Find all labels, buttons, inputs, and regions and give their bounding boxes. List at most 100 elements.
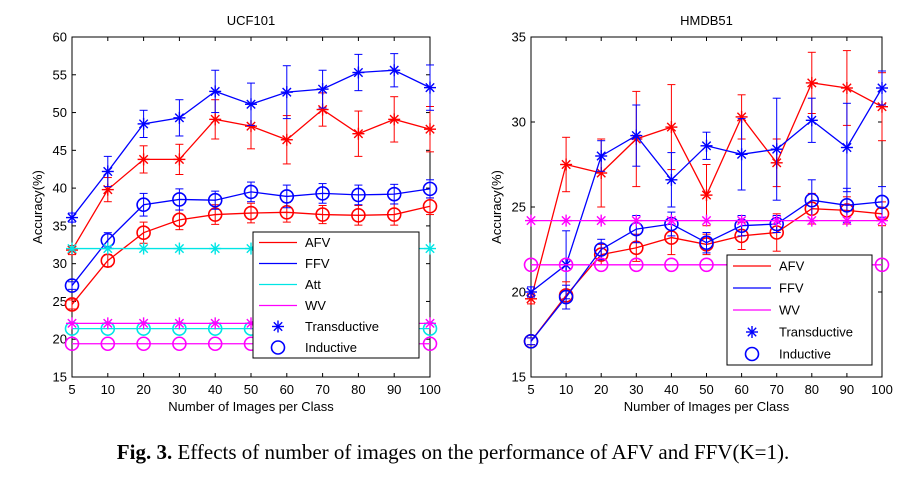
y-tick-label: 20: [53, 332, 67, 347]
data-point-circle: [699, 235, 714, 250]
data-point-star: [630, 129, 643, 142]
series-ffv-star: [66, 53, 436, 224]
y-axis-label: Accuracy(%): [489, 170, 504, 244]
data-point-star: [137, 242, 150, 255]
data-point-star: [137, 317, 150, 330]
data-point-circle: [136, 225, 151, 240]
x-tick-label: 90: [387, 382, 401, 397]
x-tick-label: 10: [101, 382, 115, 397]
caption-label: Fig. 3.: [116, 440, 173, 464]
data-point-star: [700, 139, 713, 152]
data-point-star: [424, 317, 436, 330]
data-point-star: [735, 148, 748, 161]
error-bar: [562, 284, 571, 310]
data-point-star: [173, 242, 186, 255]
data-point-star: [876, 82, 888, 94]
y-tick-label: 40: [53, 181, 67, 196]
data-point-circle: [351, 208, 366, 223]
legend-box: [252, 231, 420, 359]
data-point-star: [525, 286, 537, 298]
data-point-circle: [422, 181, 438, 197]
chart-title: UCF101: [227, 13, 275, 28]
data-point-star: [630, 214, 643, 227]
x-tick-label: 100: [871, 382, 893, 397]
x-axis-label: Number of Images per Class: [624, 399, 790, 414]
data-point-star: [66, 211, 78, 224]
x-tick-label: 70: [315, 382, 329, 397]
data-point-star: [525, 214, 537, 227]
error-bar: [282, 184, 291, 209]
figure-caption: Fig. 3. Effects of number of images on t…: [0, 440, 906, 465]
data-point-circle: [136, 197, 151, 213]
data-point-circle: [136, 336, 151, 352]
data-point-star: [700, 189, 713, 202]
x-tick-label: 40: [664, 382, 678, 397]
x-tick-label: 80: [351, 382, 365, 397]
data-point-circle: [172, 192, 187, 207]
caption-text: Effects of number of images on the perfo…: [172, 440, 790, 464]
data-point-circle: [839, 198, 855, 213]
x-axis-label: Number of Images per Class: [168, 399, 334, 414]
data-point-star: [209, 317, 222, 330]
error-bar: [139, 192, 148, 217]
legend-label: AFV: [305, 235, 331, 250]
data-point-star: [735, 214, 748, 227]
x-tick-label: 30: [172, 382, 186, 397]
y-tick-label: 15: [512, 370, 526, 385]
x-tick-label: 50: [244, 382, 258, 397]
data-point-star: [388, 64, 401, 77]
data-point-star: [173, 111, 186, 124]
data-point-circle: [874, 257, 890, 273]
x-tick-label: 20: [136, 382, 150, 397]
data-point-circle: [64, 297, 80, 312]
figure-charts: 5 10 20 30 40 50 60 70 80 90 100152025303540455055…: [30, 13, 893, 414]
legend: AFV FFV Att WV Transductive Inductive: [252, 231, 420, 359]
data-point-star: [805, 114, 818, 127]
data-point-star: [280, 86, 293, 99]
legend-label: Transductive: [779, 325, 853, 340]
data-point-star: [137, 153, 150, 166]
data-point-star: [388, 113, 401, 126]
data-point-circle: [804, 192, 820, 208]
error-bar: [68, 299, 76, 310]
data-point-star: [137, 117, 150, 130]
y-tick-label: 30: [512, 115, 526, 130]
legend-swatch-circle: [270, 340, 286, 355]
legend-label: Inductive: [305, 340, 357, 355]
x-tick-label: 5: [527, 382, 534, 397]
data-point-circle: [64, 336, 80, 352]
data-point-star: [840, 214, 853, 227]
error-bar: [527, 337, 535, 346]
data-point-circle: [279, 189, 295, 204]
y-tick-label: 45: [53, 143, 67, 158]
data-point-circle: [315, 207, 330, 222]
data-point-star: [700, 214, 713, 227]
legend: AFV FFV WV Transductive Inductive: [726, 254, 873, 366]
data-point-star: [101, 242, 114, 255]
data-point-star: [560, 158, 573, 171]
data-point-star: [101, 165, 114, 178]
legend-label: Inductive: [779, 347, 831, 362]
data-point-circle: [628, 257, 644, 273]
data-point-star: [840, 82, 853, 94]
series-afv-star: [525, 50, 888, 305]
data-point-star: [665, 121, 678, 134]
x-tick-label: 10: [559, 382, 573, 397]
legend-label: FFV: [779, 281, 804, 296]
y-tick-label: 35: [53, 218, 67, 233]
data-point-star: [209, 85, 222, 98]
data-point-star: [316, 83, 329, 96]
data-point-star: [770, 214, 783, 227]
x-tick-label: 70: [769, 382, 783, 397]
y-axis-label: Accuracy(%): [30, 170, 45, 244]
data-point-circle: [207, 192, 223, 208]
series-wv-star: [525, 214, 888, 227]
data-point-star: [173, 153, 186, 166]
data-point-star: [665, 214, 678, 227]
data-point-star: [735, 110, 748, 123]
data-point-star: [595, 150, 608, 162]
x-tick-label: 80: [805, 382, 819, 397]
data-point-star: [424, 242, 436, 255]
legend-swatch-circle: [744, 346, 760, 362]
data-point-circle: [386, 207, 402, 222]
